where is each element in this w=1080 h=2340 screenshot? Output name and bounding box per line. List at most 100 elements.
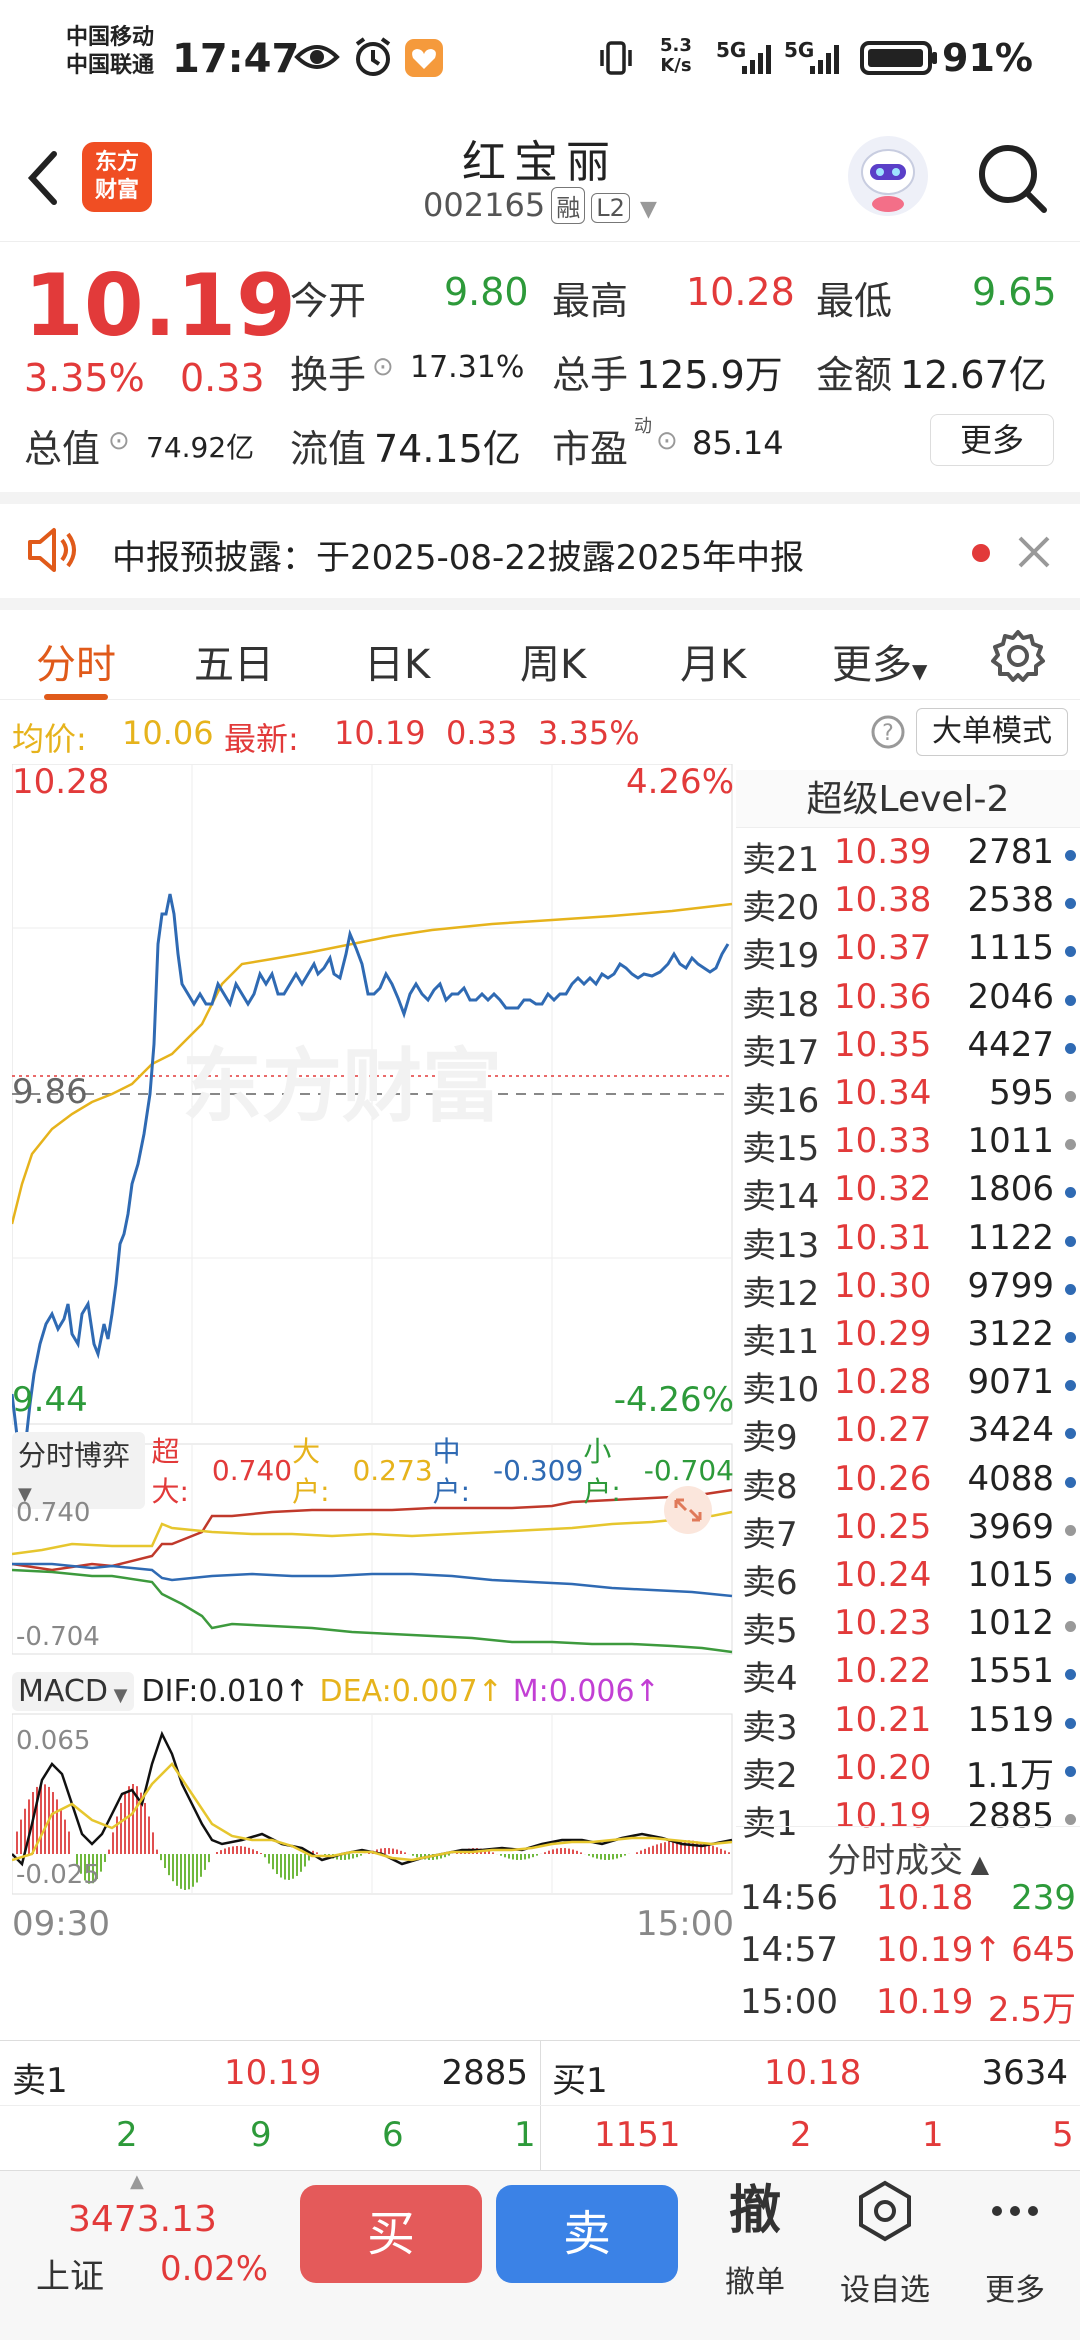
price-line xyxy=(10,893,730,1465)
high-value: 10.28 xyxy=(686,270,795,314)
macd-bar xyxy=(160,1854,162,1861)
amount-value: 12.67亿 xyxy=(900,353,1047,397)
order-indicator-dot xyxy=(1065,1669,1076,1681)
macd-bar xyxy=(396,1849,398,1854)
order-book-row[interactable]: 卖4 10.22 1551 xyxy=(742,1651,1076,1699)
time-axis-start: 09:30 xyxy=(12,1904,110,1944)
order-book[interactable]: 超级Level-2 卖21 10.39 2781 卖20 10.38 2538 卖19 10.… xyxy=(736,764,1080,1844)
macd-bar xyxy=(108,1849,110,1854)
buy-button[interactable]: 买 xyxy=(300,2185,482,2283)
order-book-row[interactable]: 卖11 10.29 3122 xyxy=(742,1314,1076,1362)
help-icon[interactable]: ? xyxy=(870,714,906,750)
expand-icon[interactable] xyxy=(674,1498,702,1522)
macd-bar xyxy=(688,1840,690,1854)
quote-more-button[interactable]: 更多 xyxy=(930,414,1054,466)
stock-code: 002165 xyxy=(423,186,546,224)
order-book-row[interactable]: 卖16 10.34 595 xyxy=(742,1073,1076,1121)
order-indicator-dot xyxy=(1065,946,1076,958)
tab-more[interactable]: 更多▼ xyxy=(832,632,927,690)
info-icon[interactable]: ⊙ xyxy=(656,426,678,456)
macd-bar xyxy=(544,1852,546,1854)
order-book-row[interactable]: 卖8 10.26 4088 xyxy=(742,1459,1076,1507)
macd-bar xyxy=(192,1854,194,1887)
sell-button[interactable]: 卖 xyxy=(496,2185,678,2283)
order-book-row[interactable]: 卖19 10.37 1115 xyxy=(742,928,1076,976)
macd-bar xyxy=(728,1852,730,1854)
order-book-row[interactable]: 卖13 10.31 1122 xyxy=(742,1218,1076,1266)
order-book-row[interactable]: 卖2 10.20 1.1万 xyxy=(742,1748,1076,1796)
macd-bar xyxy=(692,1840,694,1854)
quote-panel: 10.19 3.35% 0.33 今开 9.80 最高 10.28 最低 9.6… xyxy=(0,244,1080,492)
macd-bar xyxy=(184,1854,186,1890)
flow-selector[interactable]: 分时博弈 ▼ xyxy=(12,1431,146,1509)
macd-bar xyxy=(20,1819,22,1854)
flow-small-value: -0.704 xyxy=(643,1453,734,1487)
order-book-row[interactable]: 卖15 10.33 1011 xyxy=(742,1121,1076,1169)
macd-selector[interactable]: MACD ▼ xyxy=(12,1672,134,1711)
order-book-row[interactable]: 卖3 10.21 1519 xyxy=(742,1700,1076,1748)
macd-bar xyxy=(524,1854,526,1860)
macd-bar xyxy=(348,1854,350,1860)
ask-level-label: 卖9 xyxy=(742,1418,798,1459)
tab-daily-k[interactable]: 日K xyxy=(364,642,431,688)
order-indicator-dot xyxy=(1065,1476,1076,1488)
macd-bar xyxy=(236,1846,238,1854)
trade-price: 10.19↑ xyxy=(876,1930,1002,1970)
order-book-row[interactable]: 卖18 10.36 2046 xyxy=(742,977,1076,1025)
ask-level-label: 卖1 xyxy=(742,1804,798,1844)
close-icon[interactable] xyxy=(1016,534,1052,570)
macd-axis-max: 0.065 xyxy=(16,1726,91,1756)
stock-code-row[interactable]: 002165 融 L2 ▼ xyxy=(0,186,1080,224)
order-book-row[interactable]: 卖7 10.25 3969 xyxy=(742,1507,1076,1555)
eastmoney-logo[interactable]: 东方 财富 xyxy=(82,142,152,212)
ask-price: 10.32 xyxy=(834,1169,932,1210)
trades-title-row[interactable]: 分时成交 ▲ xyxy=(736,1826,1080,1882)
notice-bar[interactable]: 中报预披露：于2025-08-22披露2025年中报 xyxy=(0,492,1080,592)
macd-bar xyxy=(616,1854,618,1859)
info-icon[interactable]: ⊙ xyxy=(372,352,394,382)
macd-bar xyxy=(564,1848,566,1854)
order-book-row[interactable]: 卖9 10.27 3424 xyxy=(742,1410,1076,1458)
big-order-mode-button[interactable]: 大单模式 xyxy=(916,708,1068,756)
trade-ticks[interactable]: 分时成交 ▲ 14:56 10.18 239 14:57 10.19↑ 645 15:00 1… xyxy=(736,1826,1080,2036)
back-arrow-icon[interactable] xyxy=(22,148,62,208)
order-book-row[interactable]: 卖12 10.30 9799 xyxy=(742,1266,1076,1314)
macd-bar xyxy=(304,1854,306,1867)
ask-volume: 3424 xyxy=(967,1410,1054,1451)
macd-dif: DIF:0.010↑ xyxy=(141,1674,310,1709)
tab-five-day[interactable]: 五日 xyxy=(194,642,274,688)
macd-histogram xyxy=(16,1784,730,1890)
order-book-row[interactable]: 卖17 10.35 4427 xyxy=(742,1025,1076,1073)
order-book-row[interactable]: 卖21 10.39 2781 xyxy=(742,832,1076,880)
tab-intraday[interactable]: 分时 xyxy=(36,642,116,688)
tab-weekly-k[interactable]: 周K xyxy=(520,642,587,688)
order-book-row[interactable]: 卖20 10.38 2538 xyxy=(742,880,1076,928)
cancel-order-button[interactable]: 撤 撤单 xyxy=(700,2179,810,2301)
expand-button-bg[interactable] xyxy=(664,1486,712,1534)
bottom-more-button[interactable]: 更多 xyxy=(960,2179,1070,2309)
order-book-row[interactable]: 卖6 10.24 1015 xyxy=(742,1555,1076,1603)
index-ticker[interactable]: ▲ 3473.13 上证 0.02% xyxy=(0,2171,280,2340)
trade-time: 14:56 xyxy=(740,1878,838,1918)
ask-price: 10.26 xyxy=(834,1458,932,1499)
macd-bar xyxy=(672,1840,674,1854)
add-watchlist-button[interactable]: 设自选 xyxy=(830,2179,940,2309)
macd-bar xyxy=(360,1854,362,1856)
order-book-row[interactable]: 卖1 10.19 2885 xyxy=(742,1796,1076,1844)
flow-super-line xyxy=(11,1488,733,1572)
macd-bar xyxy=(96,1854,98,1880)
macd-bar xyxy=(308,1854,310,1861)
bottom-nav: ▲ 3473.13 上证 0.02% 买 卖 撤 撤单 设自选 更多 xyxy=(0,2170,1080,2340)
tab-monthly-k[interactable]: 月K xyxy=(680,642,747,688)
pct-axis-high: 4.26% xyxy=(625,762,734,802)
gear-icon[interactable] xyxy=(990,628,1046,684)
macd-bar xyxy=(384,1848,386,1854)
order-book-row[interactable]: 卖5 10.23 1012 xyxy=(742,1603,1076,1651)
search-icon[interactable] xyxy=(974,140,1050,216)
chart-area[interactable]: 东方财富 10.28 4.26% 9.86 9.44 -4.26% 分时博弈 ▼… xyxy=(10,762,734,2004)
info-icon[interactable]: ⊙ xyxy=(108,426,130,456)
robot-assistant-icon[interactable] xyxy=(846,134,930,218)
ask-level-label: 卖11 xyxy=(742,1322,820,1362)
order-book-row[interactable]: 卖14 10.32 1806 xyxy=(742,1169,1076,1217)
order-book-row[interactable]: 卖10 10.28 9071 xyxy=(742,1362,1076,1410)
